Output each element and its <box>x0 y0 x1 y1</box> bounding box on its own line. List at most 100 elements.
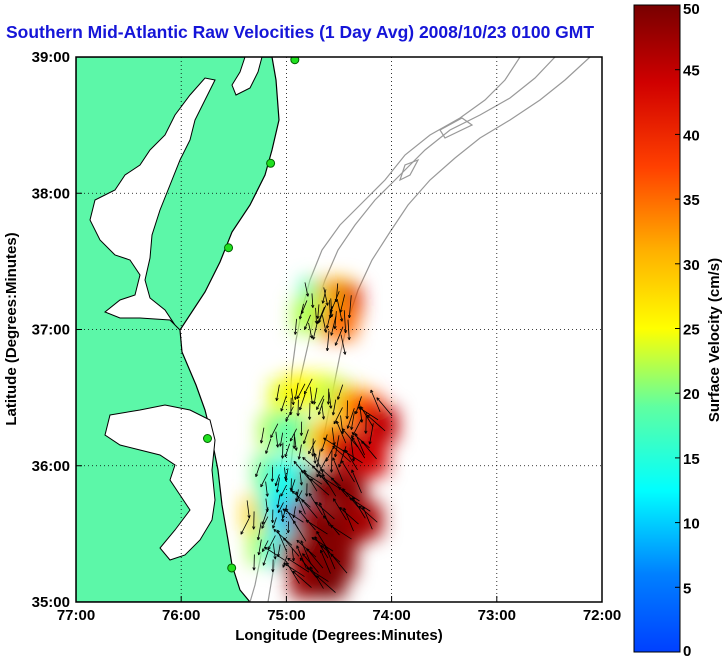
velocity-arrow-head <box>344 351 347 355</box>
velocity-arrow <box>333 407 343 425</box>
velocity-arrow-head <box>258 552 261 556</box>
velocity-arrow <box>360 406 374 428</box>
velocity-arrow <box>325 445 335 462</box>
velocity-arrow <box>338 446 347 468</box>
velocity-arrow <box>284 467 287 480</box>
velocity-arrow-head <box>350 426 354 430</box>
velocity-arrow <box>316 575 336 593</box>
velocity-arrow <box>306 548 324 569</box>
velocity-arrow <box>292 570 312 588</box>
velocity-arrow <box>330 291 340 313</box>
velocity-arrow-head <box>303 441 307 444</box>
velocity-arrow <box>311 537 334 552</box>
velocity-arrow <box>334 326 344 346</box>
velocity-arrow-head <box>334 454 338 458</box>
y-axis: 35:00 36:00 37:00 38:00 39:00 <box>32 49 82 611</box>
velocity-arrow-head <box>341 318 344 322</box>
velocity-arrow-head <box>282 508 285 512</box>
velocity-arrow <box>330 298 333 317</box>
velocity-arrow <box>339 507 359 525</box>
y-tick-label: 36:00 <box>32 458 70 475</box>
velocity-arrow-head <box>262 521 265 525</box>
velocity-arrow-head <box>342 488 344 492</box>
velocity-arrow <box>343 507 354 532</box>
velocity-arrow-head <box>273 529 276 533</box>
velocity-arrow-head <box>267 508 269 512</box>
velocity-arrow-head <box>257 537 261 541</box>
velocity-arrow <box>316 395 325 410</box>
velocity-arrow-head <box>326 348 330 352</box>
velocity-arrow-head <box>301 311 305 314</box>
velocity-arrow-head <box>260 440 264 444</box>
velocity-arrow <box>330 315 337 336</box>
velocity-arrow-head <box>263 562 266 566</box>
velocity-arrow <box>358 401 363 423</box>
x-tick-label: 73:00 <box>478 607 516 624</box>
velocity-arrow <box>285 468 289 482</box>
velocity-arrow <box>265 498 268 512</box>
velocity-arrow <box>279 432 284 447</box>
velocity-arrow-head <box>276 489 280 493</box>
velocity-arrow-head <box>294 396 298 400</box>
velocity-arrow <box>277 529 288 553</box>
colorbar-tick-label: 45 <box>683 63 700 80</box>
velocity-arrow <box>272 517 277 529</box>
velocity-arrow <box>328 300 331 318</box>
velocity-arrow-head <box>358 505 361 509</box>
velocity-arrow <box>291 490 311 508</box>
velocity-arrow-head <box>274 556 277 560</box>
velocity-arrow-head <box>297 413 300 417</box>
velocity-arrow <box>355 396 362 415</box>
velocity-vectors <box>240 282 393 593</box>
velocity-arrow <box>304 282 309 297</box>
velocity-arrow-head <box>346 416 349 420</box>
velocity-arrow <box>290 479 296 492</box>
velocity-arrow <box>261 516 269 529</box>
velocity-arrow-head <box>277 444 280 448</box>
velocity-arrow <box>291 388 294 405</box>
velocity-arrow <box>310 478 330 496</box>
velocity-arrow-head <box>323 416 326 420</box>
y-tick-label: 39:00 <box>32 49 70 66</box>
velocity-arrow-head <box>345 329 348 334</box>
velocity-arrow <box>321 469 341 487</box>
velocity-arrow <box>294 382 299 400</box>
velocity-arrow-head <box>300 432 304 436</box>
velocity-arrow <box>287 557 310 573</box>
velocity-arrow <box>299 303 304 320</box>
velocity-arrow <box>282 505 288 519</box>
velocity-arrow-head <box>282 518 285 522</box>
velocity-arrow <box>313 387 318 405</box>
velocity-arrow <box>262 540 269 552</box>
velocity-arrow <box>300 470 323 485</box>
velocity-arrow-head <box>290 489 294 492</box>
velocity-arrow-head <box>264 547 267 551</box>
velocity-arrow-head <box>283 537 285 541</box>
velocity-arrow-head <box>317 315 320 319</box>
velocity-arrow-head <box>348 315 352 319</box>
velocity-arrow-head <box>330 314 332 319</box>
velocity-arrow <box>265 438 272 454</box>
velocity-arrow-head <box>325 459 329 462</box>
velocity-arrow-head <box>293 401 295 406</box>
velocity-arrow <box>311 293 314 308</box>
velocity-arrow-head <box>302 553 304 557</box>
velocity-arrow <box>296 545 307 569</box>
velocity-arrow-head <box>323 437 326 441</box>
velocity-arrow-head <box>330 332 334 336</box>
velocity-arrow <box>321 403 325 420</box>
velocity-arrow-head <box>306 567 309 571</box>
velocity-arrow <box>275 474 280 487</box>
velocity-arrow <box>376 397 393 417</box>
velocity-arrow-head <box>317 321 321 324</box>
x-tick-label: 72:00 <box>583 607 621 624</box>
velocity-arrow <box>257 522 262 541</box>
velocity-arrow <box>321 434 328 452</box>
y-tick-label: 38:00 <box>32 185 70 202</box>
velocity-arrow-head <box>305 520 308 524</box>
velocity-arrow-head <box>316 320 319 324</box>
velocity-arrow <box>283 537 300 557</box>
velocity-arrow-head <box>330 309 334 313</box>
velocity-arrow <box>258 539 262 556</box>
colorbar-tick-label: 15 <box>683 451 700 468</box>
